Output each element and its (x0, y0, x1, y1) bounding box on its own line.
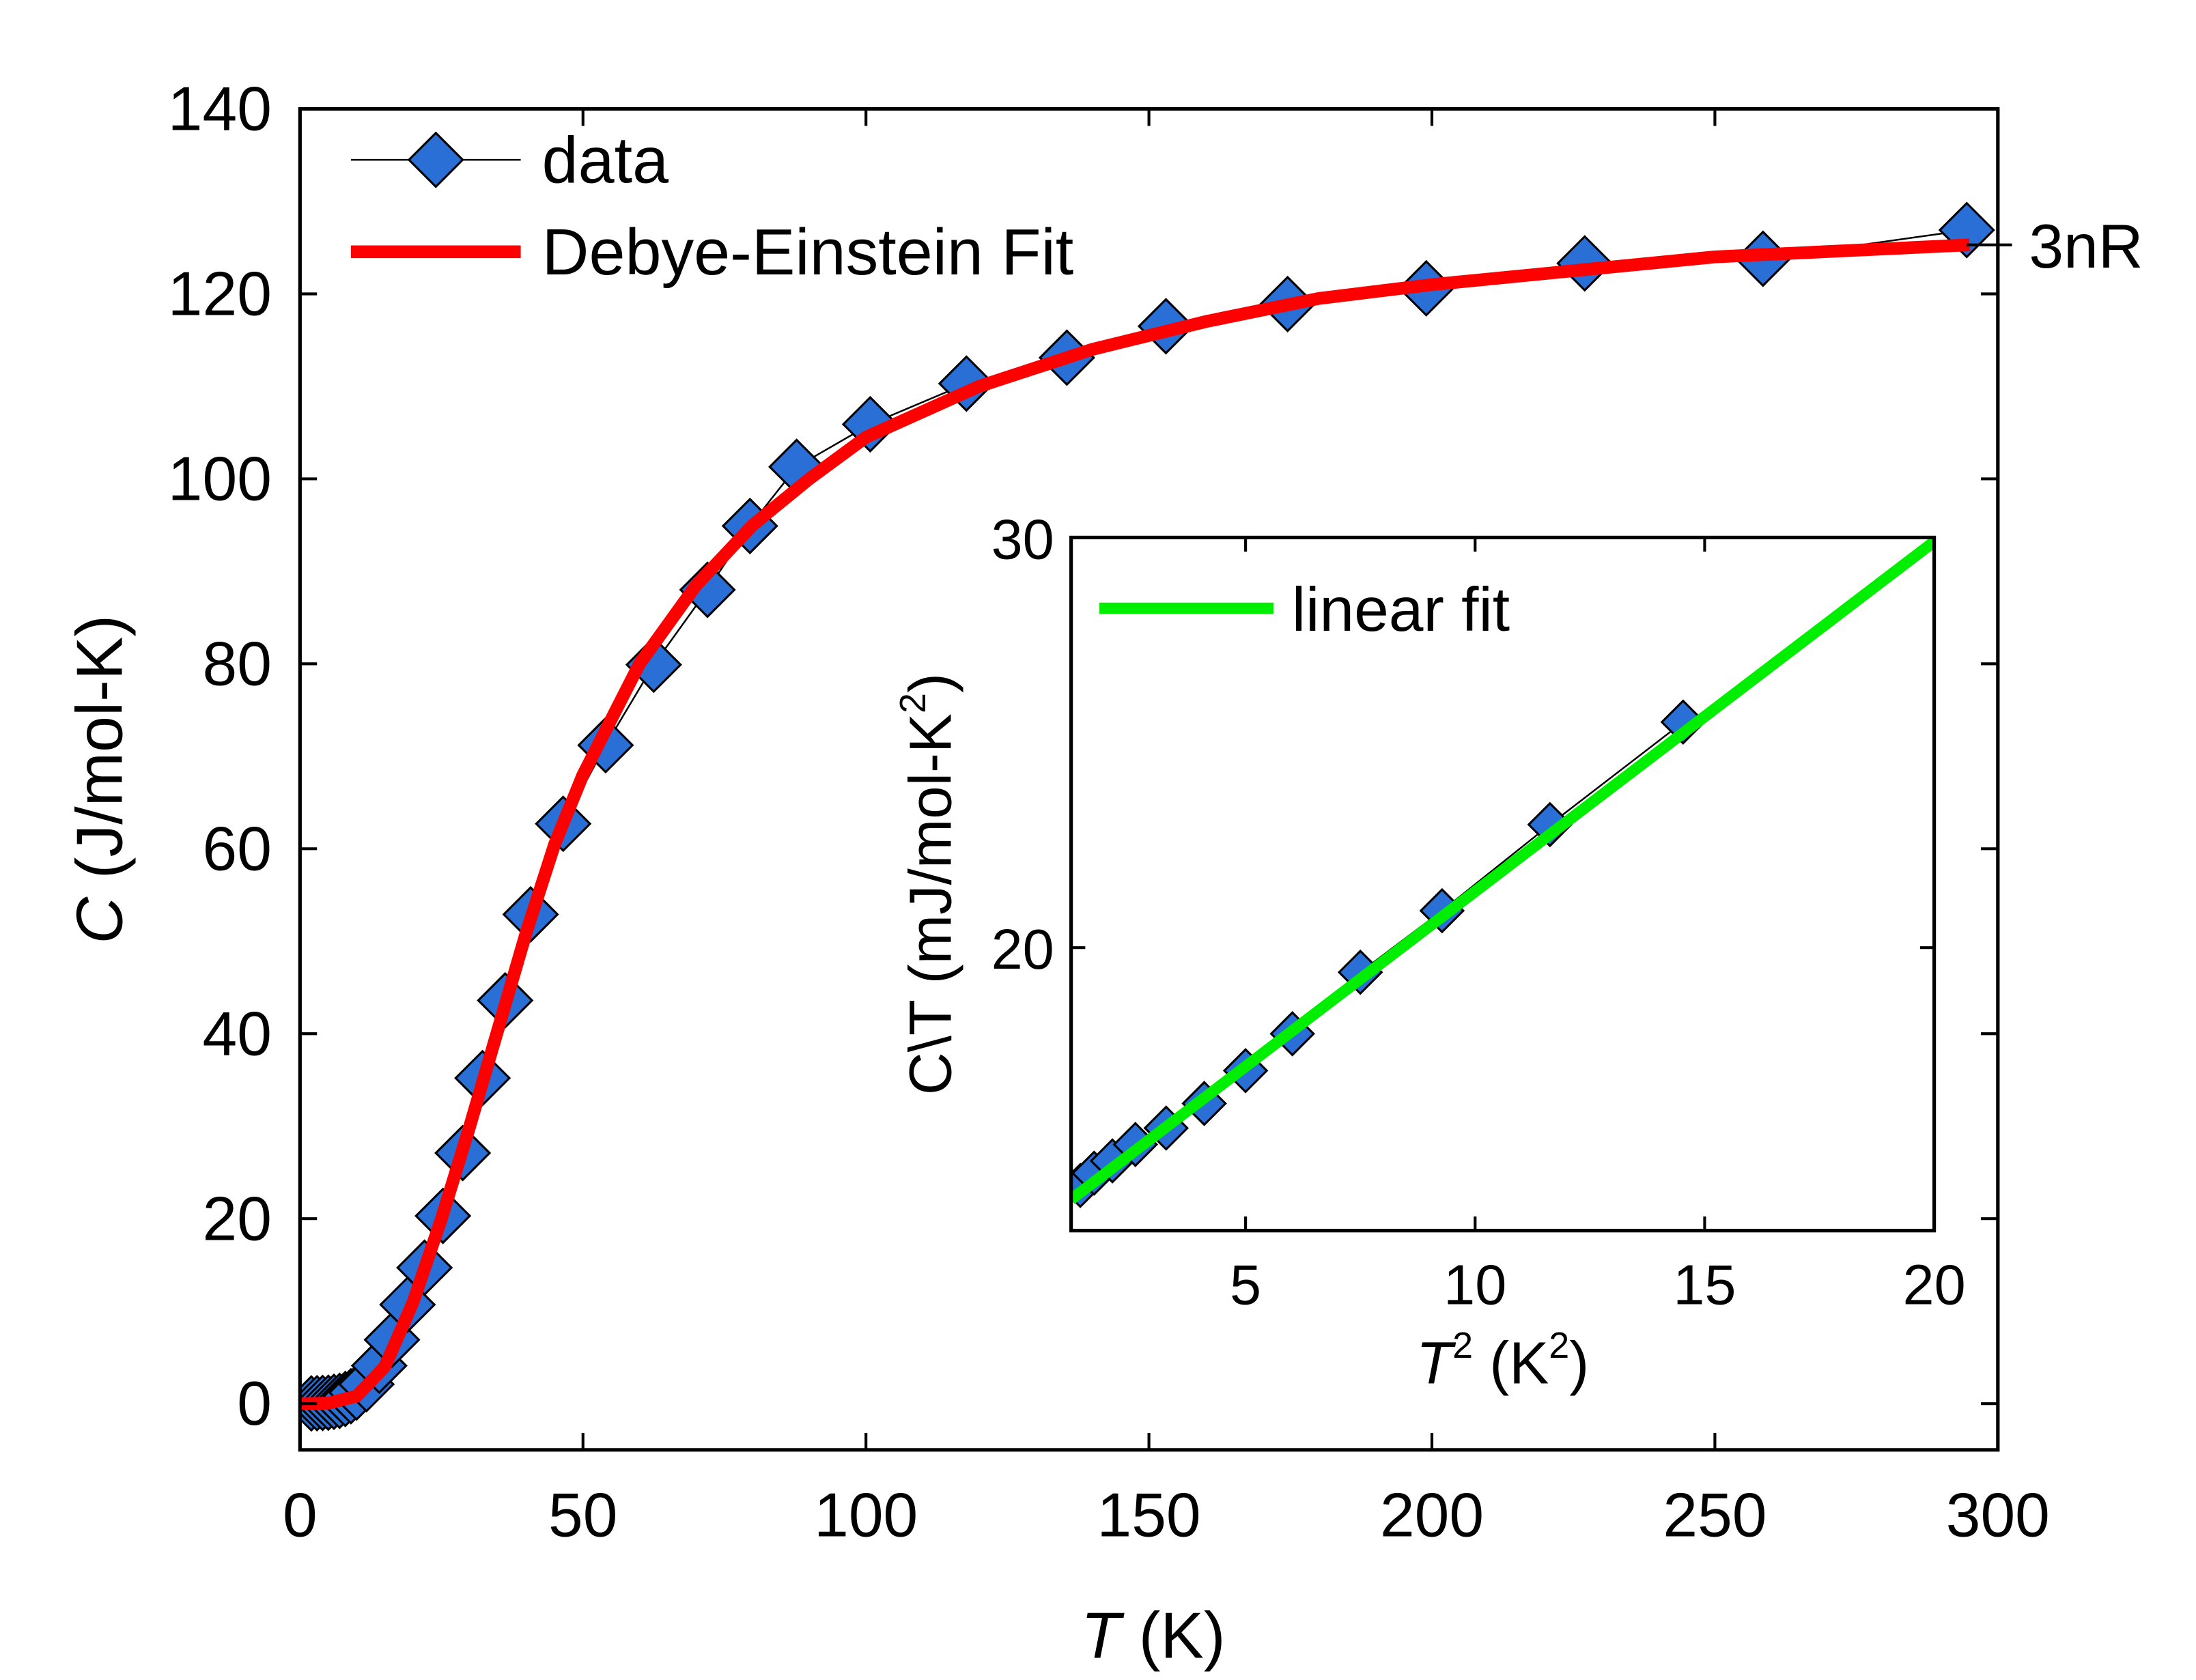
plot-area (1071, 537, 1934, 1208)
fit-line (1071, 537, 1934, 1204)
data-point (625, 636, 682, 694)
y-label-unit: (J/mol-K) (64, 615, 136, 897)
inset-x-label-unit: (K (1473, 1330, 1549, 1396)
x-tick-label: 250 (1663, 1480, 1766, 1550)
y-label-var: C (64, 896, 136, 944)
data-point (1660, 699, 1706, 745)
x-tick-label: 10 (1444, 1253, 1506, 1316)
annotation-label: 3nR (2029, 212, 2143, 281)
y-tick-label: 20 (203, 1184, 272, 1253)
legend-label: data (542, 124, 668, 197)
legend-label: Debye-Einstein Fit (542, 216, 1074, 289)
inset-y-axis-label: C\T (mJ/mol-K2) (892, 673, 963, 1095)
y-tick-label: 100 (168, 444, 272, 514)
x-tick-label: 0 (283, 1480, 318, 1550)
inset-y-label-main: C\T (mJ/mol-K (898, 713, 964, 1095)
inset-x-label-var: T (1416, 1330, 1456, 1396)
inset-x-label-sup: 2 (1452, 1325, 1473, 1366)
x-tick-label: 20 (1903, 1253, 1966, 1316)
x-label-unit: (K) (1121, 1599, 1226, 1672)
inset-x-label-sup: 2 (1549, 1325, 1569, 1366)
inset-x-axis-label: T2 (K2) (1416, 1325, 1589, 1396)
x-tick-label: 5 (1230, 1253, 1261, 1316)
x-tick-label: 300 (1946, 1480, 2050, 1550)
inset-y-label-sup: 2 (892, 693, 933, 713)
inset-y-label-close: ) (898, 673, 964, 693)
y-tick-label: 0 (237, 1369, 272, 1438)
legend-label: linear fit (1292, 575, 1510, 644)
frame (1069, 535, 1937, 1233)
plot-area (300, 201, 1995, 1432)
x-label-var: T (1081, 1599, 1125, 1672)
x-tick-label: 200 (1380, 1480, 1484, 1550)
legend-marker (407, 131, 464, 188)
inset-x-label-close: ) (1569, 1330, 1589, 1396)
x-axis-label: T (K) (1081, 1599, 1226, 1672)
y-tick-label: 80 (203, 629, 272, 698)
y-tick-label: 20 (991, 917, 1054, 981)
y-tick-label: 140 (168, 74, 272, 144)
y-tick-label: 30 (991, 507, 1054, 571)
x-tick-label: 50 (548, 1480, 617, 1550)
x-tick-label: 150 (1097, 1480, 1201, 1550)
frame (298, 106, 2000, 1452)
y-tick-label: 120 (168, 259, 272, 329)
y-tick-label: 60 (203, 814, 272, 883)
y-axis-label: C (J/mol-K) (64, 615, 136, 944)
x-tick-label: 15 (1673, 1253, 1736, 1316)
fit-line (300, 238, 1970, 1410)
data-point (679, 561, 736, 618)
y-tick-label: 40 (203, 999, 272, 1068)
x-tick-label: 100 (814, 1480, 918, 1550)
